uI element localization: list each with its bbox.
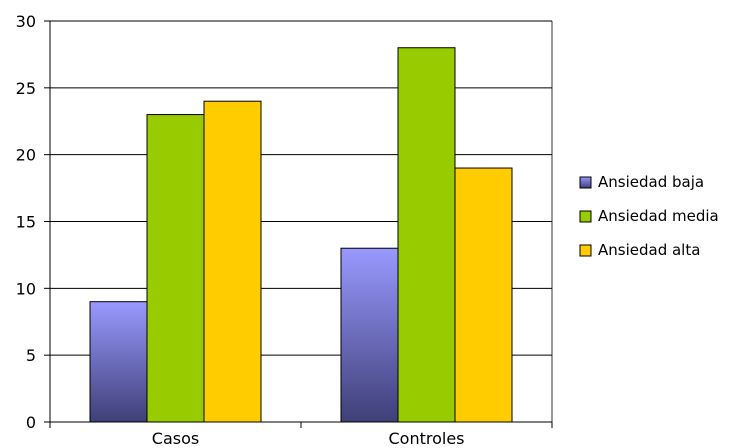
legend: Ansiedad baja Ansiedad media Ansiedad alta xyxy=(579,173,719,259)
bar-ansiedad-baja-controles xyxy=(340,247,399,423)
x-tick-label: Casos xyxy=(152,429,199,448)
bar-ansiedad-alta-casos xyxy=(203,100,262,423)
y-tick-label: 15 xyxy=(16,213,36,232)
y-tick-label: 25 xyxy=(16,79,36,98)
y-tick-label: 30 xyxy=(16,12,36,31)
x-tick-label: Controles xyxy=(388,429,464,448)
y-tick-label: 0 xyxy=(26,413,36,432)
bar-ansiedad-alta-controles xyxy=(454,167,513,423)
bar-ansiedad-media-controles xyxy=(397,47,456,423)
bar-ansiedad-baja-casos xyxy=(89,301,148,423)
legend-label: Ansiedad alta xyxy=(598,241,700,259)
y-tick-label: 20 xyxy=(16,146,36,165)
legend-swatch xyxy=(579,244,592,257)
legend-swatch xyxy=(579,210,592,223)
legend-swatch xyxy=(579,176,592,189)
bar-ansiedad-media-casos xyxy=(146,114,205,423)
legend-label: Ansiedad baja xyxy=(598,173,704,191)
y-tick-label: 5 xyxy=(26,346,36,365)
legend-label: Ansiedad media xyxy=(598,207,719,225)
plot-area: 0 5 10 15 20 25 30 Casos Controles xyxy=(16,12,553,448)
y-tick-label: 10 xyxy=(16,279,36,298)
